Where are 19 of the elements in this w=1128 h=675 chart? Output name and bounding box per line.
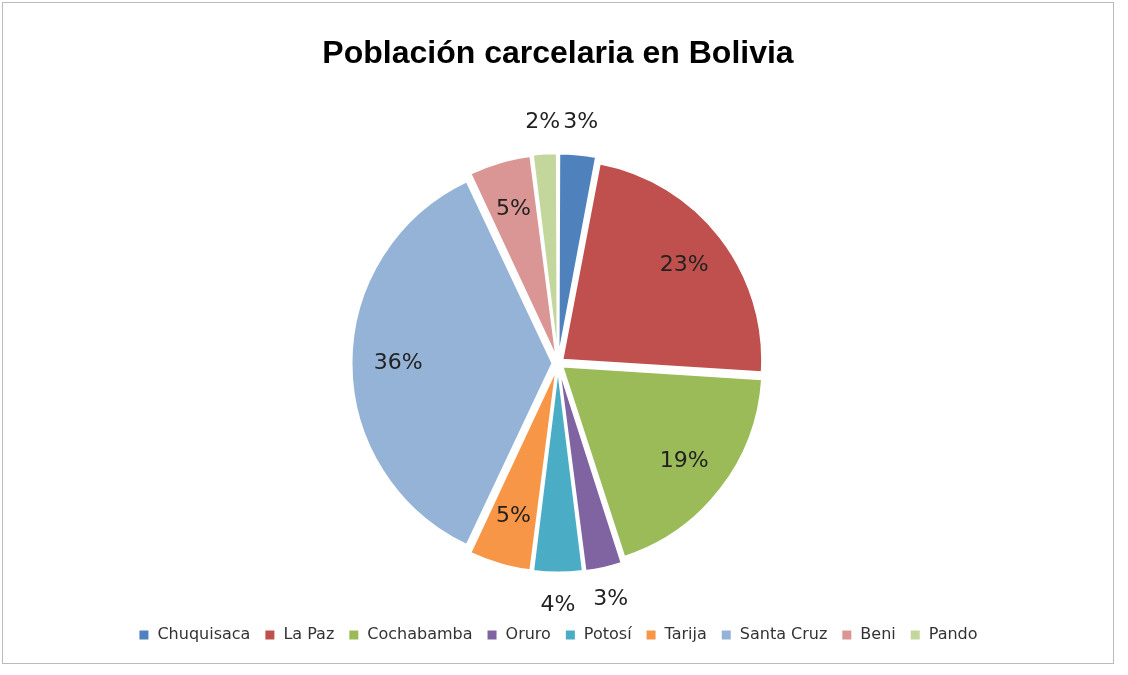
legend-label: Cochabamba (367, 624, 473, 644)
data-label: 3% (593, 584, 629, 610)
legend-label: Pando (928, 624, 978, 644)
data-label: 19% (659, 446, 709, 472)
legend-label: Tarija (663, 624, 707, 644)
data-label: 5% (495, 502, 531, 528)
data-label: 23% (659, 250, 709, 276)
legend-label: Potosí (583, 624, 633, 644)
data-label: 3% (563, 108, 599, 134)
legend-label: Santa Cruz (739, 624, 828, 644)
legend-label: Oruro (505, 624, 551, 644)
data-label: 36% (373, 348, 423, 374)
data-label: 5% (495, 195, 531, 221)
chart-title: Población carcelaria en Bolivia (322, 34, 794, 71)
data-label: 2% (525, 107, 561, 133)
legend-label: Beni (860, 624, 896, 644)
legend-label: La Paz (283, 624, 335, 644)
legend-label: Chuquisaca (157, 624, 251, 644)
data-label: 4% (540, 590, 576, 616)
